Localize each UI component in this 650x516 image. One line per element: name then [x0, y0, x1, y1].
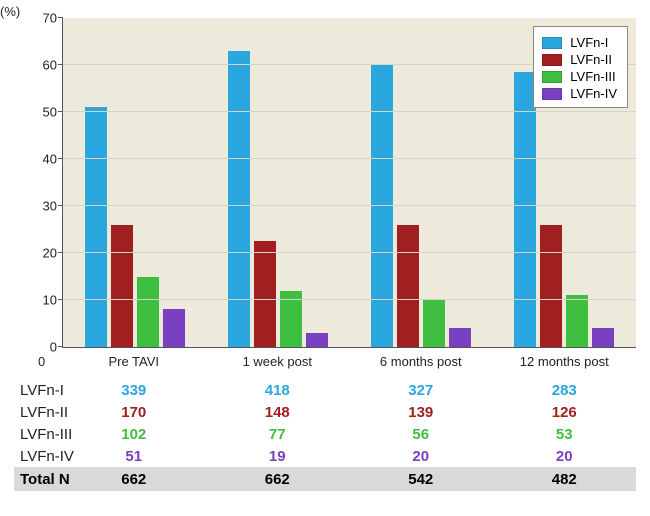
table-cell: 53 [493, 426, 637, 443]
bar [423, 300, 445, 347]
legend-item: LVFn-IV [542, 86, 617, 101]
bar [85, 107, 107, 347]
bar [371, 65, 393, 347]
bar-group [63, 18, 206, 347]
x-origin-label: 0 [38, 354, 45, 369]
x-tick-label: Pre TAVI [62, 354, 206, 369]
data-table: LVFn-I339418327283LVFn-II170148139126LVF… [14, 379, 636, 491]
table-row: LVFn-IV51192020 [14, 445, 636, 467]
table-cell: 20 [349, 448, 493, 465]
legend-label: LVFn-I [570, 35, 608, 50]
table-cell: 148 [206, 404, 350, 421]
legend-swatch [542, 88, 562, 100]
table-cell: 19 [206, 448, 350, 465]
bar [514, 72, 536, 347]
y-tick-label: 50 [43, 105, 57, 120]
table-cell: 482 [493, 471, 637, 488]
legend-label: LVFn-II [570, 52, 612, 67]
y-tick-label: 70 [43, 11, 57, 26]
table-cell: 170 [62, 404, 206, 421]
table-cell: 56 [349, 426, 493, 443]
bar [566, 295, 588, 347]
y-tick-label: 10 [43, 293, 57, 308]
table-cell: 418 [206, 382, 350, 399]
table-cell: 339 [62, 382, 206, 399]
y-unit-label: (%) [0, 4, 20, 19]
x-tick-label: 6 months post [349, 354, 493, 369]
bar-group [350, 18, 493, 347]
x-tick-label: 12 months post [493, 354, 637, 369]
x-tick-label: 1 week post [206, 354, 350, 369]
table-cell: 51 [62, 448, 206, 465]
legend-label: LVFn-III [570, 69, 615, 84]
legend-label: LVFn-IV [570, 86, 617, 101]
table-cell: 283 [493, 382, 637, 399]
table-cell: 139 [349, 404, 493, 421]
bar-group [206, 18, 349, 347]
bar [111, 225, 133, 347]
legend-item: LVFn-III [542, 69, 617, 84]
bar [306, 333, 328, 347]
bar [137, 277, 159, 348]
y-tick-label: 0 [50, 340, 57, 355]
legend-swatch [542, 54, 562, 66]
table-row: LVFn-III102775653 [14, 423, 636, 445]
table-cell: 20 [493, 448, 637, 465]
y-tick-label: 30 [43, 199, 57, 214]
y-tick-label: 40 [43, 152, 57, 167]
bar [540, 225, 562, 347]
chart-plot-area: LVFn-ILVFn-IILVFn-IIILVFn-IV 01020304050… [62, 18, 636, 348]
bar [449, 328, 471, 347]
x-axis-labels: Pre TAVI1 week post6 months post12 month… [62, 354, 636, 369]
figure-container: (%) LVFn-ILVFn-IILVFn-IIILVFn-IV 0102030… [0, 0, 650, 516]
table-cell: 327 [349, 382, 493, 399]
legend-item: LVFn-I [542, 35, 617, 50]
legend: LVFn-I LVFn-II LVFn-III LVFn-IV [533, 26, 628, 108]
table-row: LVFn-I339418327283 [14, 379, 636, 401]
table-total-row: Total N662662542482 [14, 467, 636, 491]
table-cell: 102 [62, 426, 206, 443]
bar [228, 51, 250, 347]
table-row: LVFn-II170148139126 [14, 401, 636, 423]
table-cell: 126 [493, 404, 637, 421]
bar [254, 241, 276, 347]
bar [397, 225, 419, 347]
legend-swatch [542, 71, 562, 83]
table-cell: 662 [206, 471, 350, 488]
table-cell: 542 [349, 471, 493, 488]
legend-swatch [542, 37, 562, 49]
table-cell: 77 [206, 426, 350, 443]
y-tick-label: 60 [43, 58, 57, 73]
bar [163, 309, 185, 347]
table-cell: 662 [62, 471, 206, 488]
legend-item: LVFn-II [542, 52, 617, 67]
y-tick-label: 20 [43, 246, 57, 261]
bar [592, 328, 614, 347]
